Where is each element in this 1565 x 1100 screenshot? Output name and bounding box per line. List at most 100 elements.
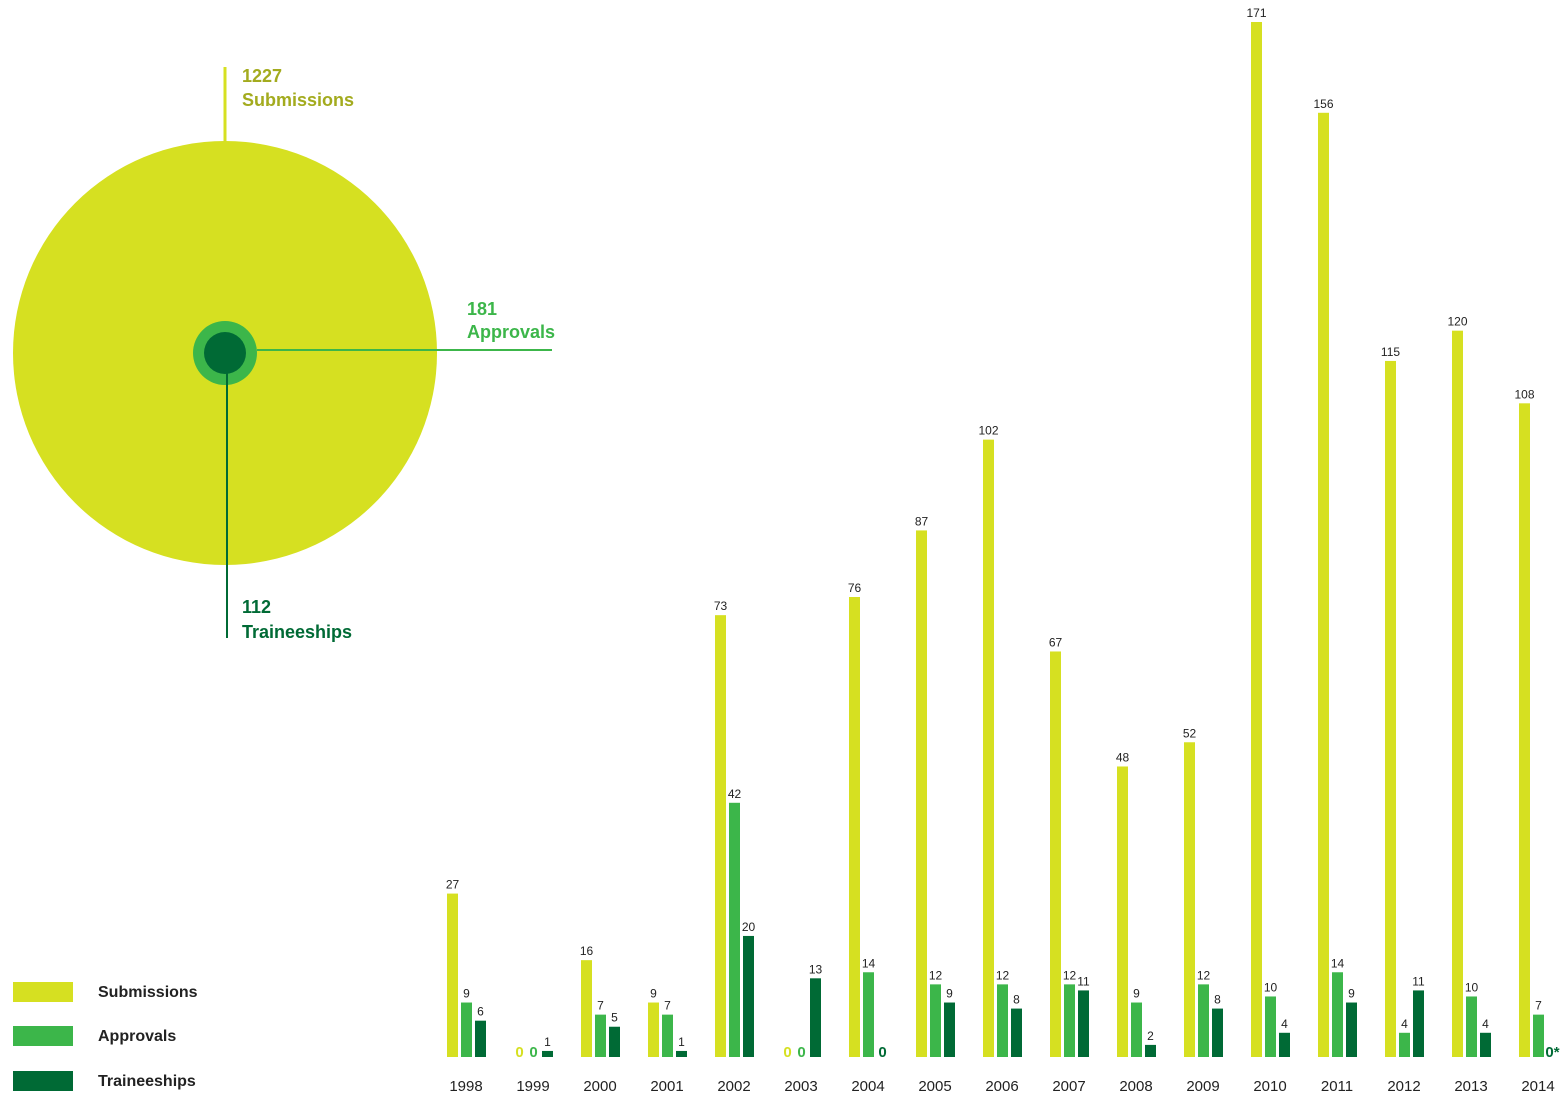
value-label-submissions-2003: 0: [783, 1044, 791, 1061]
approvals-total: 181: [467, 299, 497, 319]
bar-submissions-2007: [1050, 651, 1061, 1057]
value-label-approvals-2009: 12: [1197, 968, 1211, 982]
bar-approvals-2000: [595, 1014, 606, 1057]
value-label-traineeships-2003: 13: [809, 962, 823, 976]
bar-submissions-2009: [1184, 742, 1195, 1057]
value-label-submissions-2013: 120: [1447, 315, 1467, 329]
bar-submissions-2002: [715, 615, 726, 1057]
value-label-submissions-1999: 0: [515, 1044, 523, 1061]
bar-approvals-2009: [1198, 984, 1209, 1057]
bar-approvals-2011: [1332, 972, 1343, 1057]
traineeships-total-label: Traineeships: [242, 622, 352, 642]
value-label-submissions-2011: 156: [1313, 97, 1333, 111]
value-label-traineeships-2006: 8: [1013, 993, 1020, 1007]
x-tick-label-2009: 2009: [1186, 1078, 1219, 1095]
value-label-submissions-2012: 115: [1381, 345, 1400, 359]
bar-traineeships-2011: [1346, 1002, 1357, 1057]
x-tick-label-2002: 2002: [717, 1078, 750, 1095]
value-label-traineeships-2002: 20: [742, 920, 756, 934]
bar-submissions-2010: [1251, 22, 1262, 1057]
x-tick-label-2006: 2006: [985, 1078, 1018, 1095]
bar-traineeships-2000: [609, 1026, 620, 1057]
bar-submissions-2014: [1519, 403, 1530, 1057]
bar-traineeships-2012: [1413, 990, 1424, 1057]
submissions-total-label: Submissions: [242, 90, 354, 110]
value-label-approvals-2010: 10: [1264, 980, 1278, 994]
bar-approvals-2008: [1131, 1002, 1142, 1057]
x-tick-label-2014: 2014: [1521, 1078, 1554, 1095]
value-label-submissions-2004: 76: [848, 581, 862, 595]
value-label-traineeships-2007: 11: [1077, 974, 1090, 988]
legend: Submissions Approvals Traineeships: [13, 982, 198, 1091]
x-tick-label-2012: 2012: [1387, 1078, 1420, 1095]
bar-submissions-2013: [1452, 330, 1463, 1057]
value-label-approvals-2014: 7: [1535, 999, 1542, 1013]
value-label-approvals-2000: 7: [597, 999, 604, 1013]
value-label-approvals-2001: 7: [664, 999, 671, 1013]
legend-label-traineeships: Traineeships: [98, 1073, 196, 1090]
value-label-approvals-2008: 9: [1133, 987, 1140, 1001]
value-label-submissions-2008: 48: [1116, 750, 1130, 764]
bar-submissions-2006: [983, 439, 994, 1057]
value-label-approvals-1999: 0: [529, 1044, 537, 1061]
value-label-submissions-2014: 108: [1514, 387, 1534, 401]
bar-approvals-2010: [1265, 996, 1276, 1057]
bar-submissions-2008: [1117, 766, 1128, 1057]
bar-traineeships-2005: [944, 1002, 955, 1057]
summary-graphic: 1227 Submissions 181 Approvals 112 Train…: [13, 66, 555, 642]
x-tick-label-2008: 2008: [1119, 1078, 1152, 1095]
value-label-approvals-2005: 12: [929, 968, 943, 982]
bar-traineeships-1998: [475, 1020, 486, 1057]
bar-submissions-2001: [648, 1002, 659, 1057]
value-label-traineeships-1998: 6: [477, 1005, 484, 1019]
value-label-traineeships-2013: 4: [1482, 1017, 1489, 1031]
bar-approvals-2004: [863, 972, 874, 1057]
approvals-total-label: Approvals: [467, 322, 555, 342]
value-label-submissions-2002: 73: [714, 599, 728, 613]
bar-traineeships-2002: [743, 935, 754, 1057]
value-label-traineeships-2012: 11: [1412, 974, 1425, 988]
x-tick-label-2013: 2013: [1454, 1078, 1487, 1095]
value-label-traineeships-2008: 2: [1147, 1029, 1154, 1043]
traineeships-total: 112: [242, 597, 271, 617]
bar-approvals-2007: [1064, 984, 1075, 1057]
value-label-traineeships-2011: 9: [1348, 987, 1355, 1001]
bar-traineeships-2007: [1078, 990, 1089, 1057]
bar-approvals-2002: [729, 802, 740, 1057]
submissions-total: 1227: [242, 66, 282, 86]
bar-approvals-2001: [662, 1014, 673, 1057]
legend-label-approvals: Approvals: [98, 1028, 176, 1045]
x-tick-label-2004: 2004: [851, 1078, 884, 1095]
legend-swatch-approvals: [13, 1026, 73, 1046]
bar-submissions-2011: [1318, 112, 1329, 1057]
value-label-approvals-2013: 10: [1465, 980, 1479, 994]
value-label-traineeships-2004: 0: [878, 1044, 886, 1061]
bar-traineeships-2008: [1145, 1044, 1156, 1057]
value-label-submissions-2006: 102: [978, 424, 998, 438]
value-label-submissions-2000: 16: [580, 944, 594, 958]
value-label-traineeships-2001: 1: [678, 1035, 685, 1049]
traineeships-circle: [204, 332, 246, 374]
value-label-submissions-2005: 87: [915, 514, 929, 528]
value-label-submissions-2010: 171: [1246, 6, 1266, 20]
x-tick-label-1999: 1999: [516, 1078, 549, 1095]
x-tick-label-2007: 2007: [1052, 1078, 1085, 1095]
value-label-approvals-2012: 4: [1401, 1017, 1408, 1031]
value-label-approvals-2006: 12: [996, 968, 1010, 982]
bar-traineeships-2001: [676, 1050, 687, 1057]
value-label-approvals-2002: 42: [728, 787, 742, 801]
bar-approvals-1998: [461, 1002, 472, 1057]
bar-traineeships-2003: [810, 978, 821, 1057]
value-label-submissions-1998: 27: [446, 878, 460, 892]
bar-approvals-2013: [1466, 996, 1477, 1057]
bar-submissions-1998: [447, 893, 458, 1057]
legend-swatch-traineeships: [13, 1071, 73, 1091]
value-label-traineeships-2010: 4: [1281, 1017, 1288, 1031]
x-tick-label-2010: 2010: [1253, 1078, 1286, 1095]
value-label-approvals-1998: 9: [463, 987, 470, 1001]
value-label-submissions-2009: 52: [1183, 726, 1197, 740]
value-label-traineeships-2005: 9: [946, 987, 953, 1001]
bar-traineeships-1999: [542, 1050, 553, 1057]
value-label-approvals-2004: 14: [862, 956, 876, 970]
